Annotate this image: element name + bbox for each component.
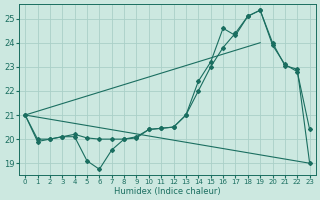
- X-axis label: Humidex (Indice chaleur): Humidex (Indice chaleur): [114, 187, 221, 196]
